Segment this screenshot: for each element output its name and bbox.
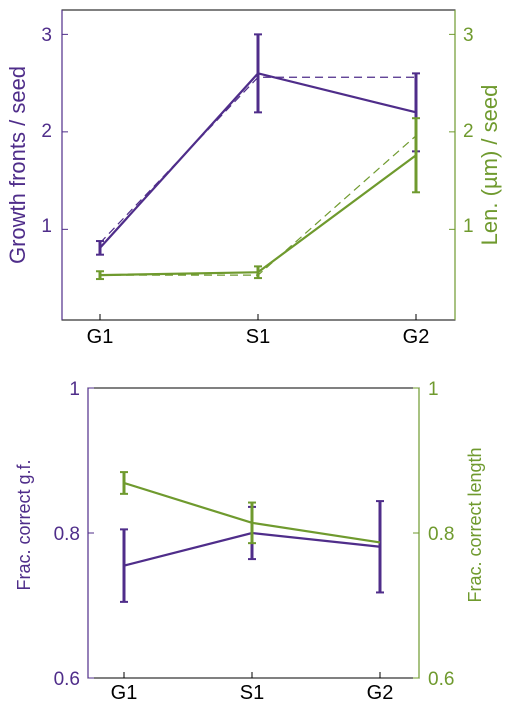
top-series-right-dashed-3-line — [100, 135, 417, 276]
top-ylabel-right: Len. (µm) / seed — [477, 85, 502, 246]
top-ytick-right-2: 2 — [463, 121, 474, 142]
bottom-chart: 0.6 0.8 1 0.6 0.8 1 G1 S1 G2 Frac. corre… — [14, 379, 485, 703]
top-ytick-left-2: 2 — [41, 121, 52, 142]
top-chart-marks — [62, 33, 455, 320]
bottom-ytick-left-1: 1 — [69, 379, 80, 400]
top-xtick-g1: G1 — [87, 326, 114, 348]
bottom-xtick-s1: S1 — [240, 682, 264, 703]
bottom-ylabel-right: Frac. correct length — [465, 447, 485, 602]
top-ytick-right-1: 1 — [463, 216, 474, 237]
top-chart: 1 2 3 1 2 3 G1 S1 G2 Growth fronts / see… — [5, 9, 502, 348]
top-series-left-dashed-1-line — [99, 76, 416, 244]
bottom-ytick-left-08: 0.8 — [54, 524, 80, 545]
bottom-ytick-right-08: 0.8 — [428, 524, 454, 545]
top-xtick-s1: S1 — [246, 326, 270, 348]
bottom-xtick-g2: G2 — [367, 682, 394, 703]
bottom-xtick-g1: G1 — [111, 682, 138, 703]
top-ytick-right-3: 3 — [463, 25, 474, 46]
bottom-ytick-right-06: 0.6 — [428, 669, 454, 690]
bottom-ytick-right-1: 1 — [428, 379, 439, 400]
top-ytick-left-1: 1 — [41, 216, 52, 237]
bottom-ytick-left-06: 0.6 — [54, 669, 80, 690]
top-series-right-solid-2-line — [99, 154, 417, 277]
bottom-chart-marks — [88, 387, 419, 679]
bottom-ylabel-left: Frac. correct g.f. — [14, 459, 34, 590]
top-ylabel-left: Growth fronts / seed — [5, 66, 30, 264]
top-xtick-g2: G2 — [403, 326, 430, 348]
top-ytick-left-3: 3 — [41, 25, 52, 46]
